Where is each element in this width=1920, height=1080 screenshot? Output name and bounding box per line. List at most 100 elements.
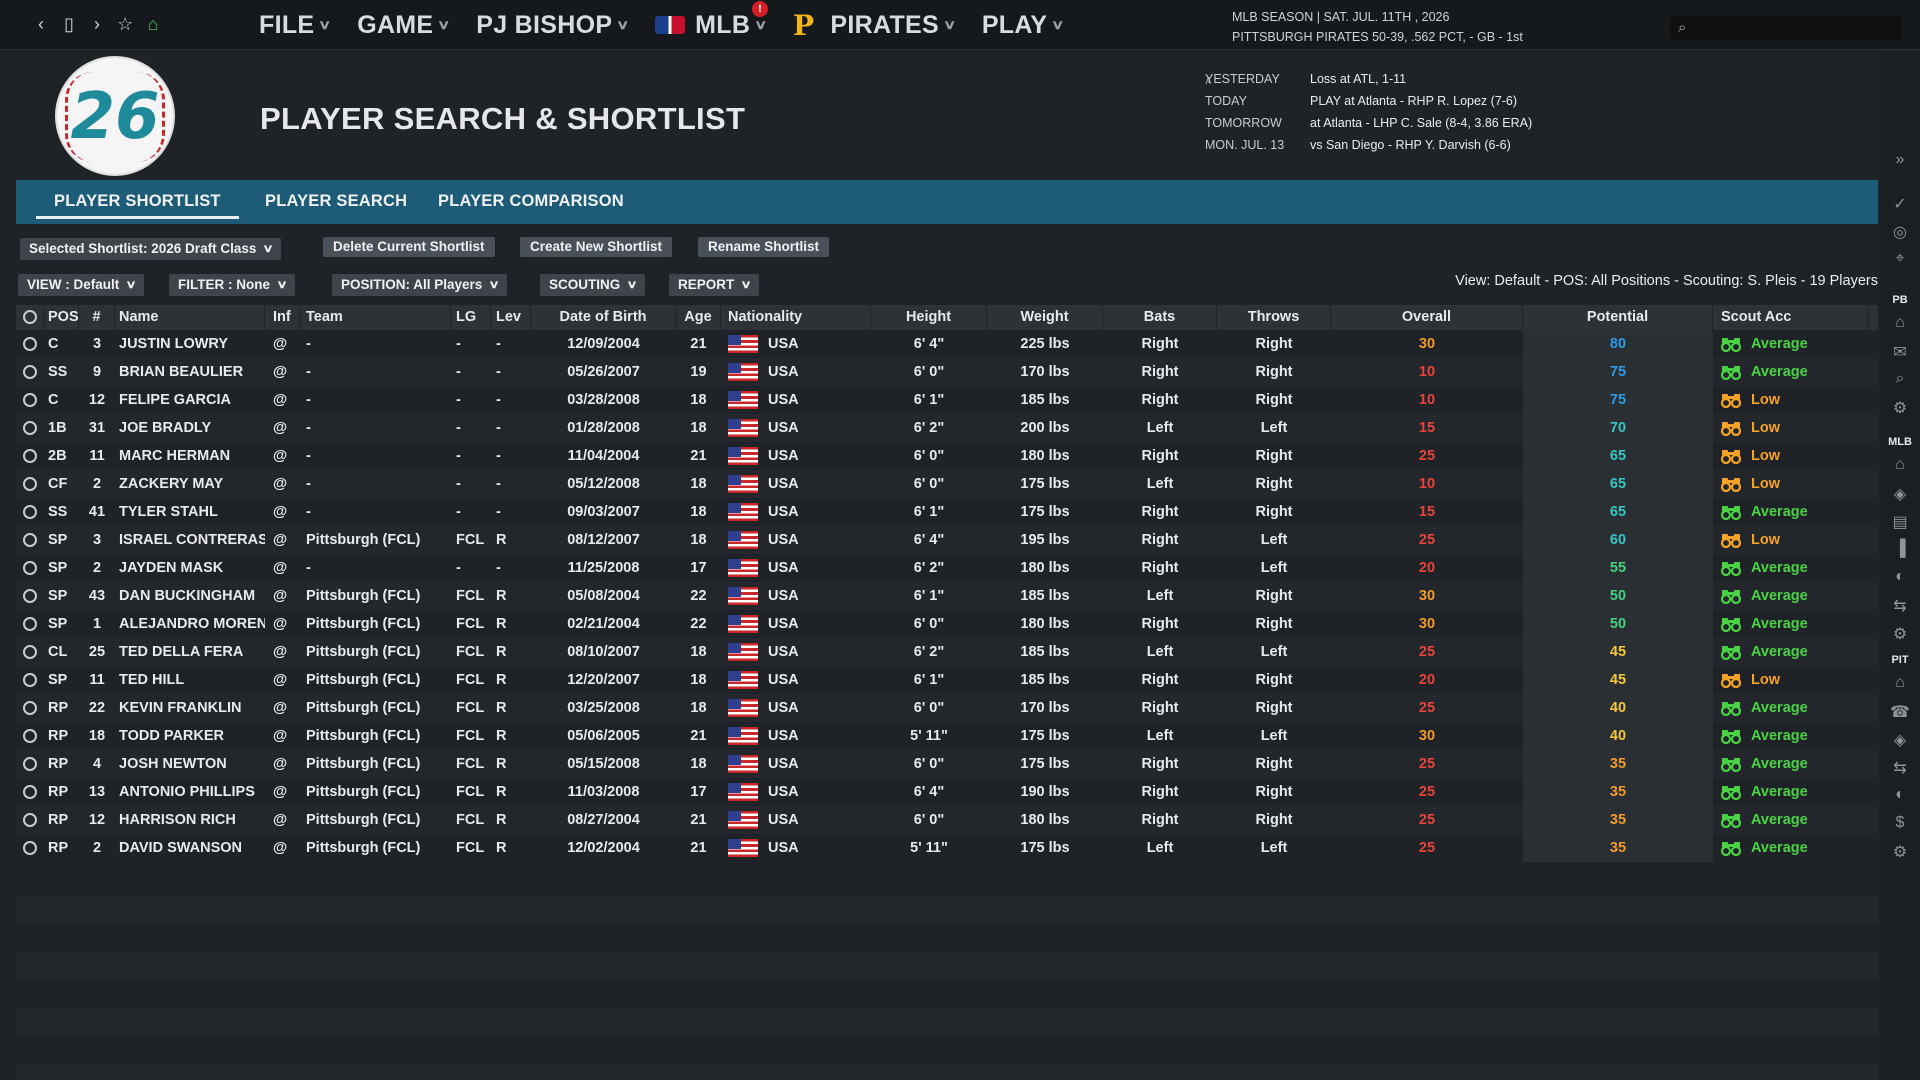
- cell-team[interactable]: Pittsburgh (FCL): [306, 728, 421, 744]
- row-select-radio[interactable]: [16, 778, 44, 806]
- search-input[interactable]: ⌕: [1670, 16, 1902, 40]
- table-row[interactable]: CL 25 TED DELLA FERA @ Pittsburgh (FCL) FCL R 0…: [16, 638, 1878, 666]
- gear-icon[interactable]: ⚙: [1892, 400, 1908, 417]
- cell-name[interactable]: DAN BUCKINGHAM: [119, 588, 256, 604]
- delete-shortlist-button[interactable]: Delete Current Shortlist: [323, 237, 495, 257]
- gear-icon[interactable]: ⚙: [1892, 844, 1908, 861]
- table-row[interactable]: C 3 JUSTIN LOWRY @ - - - 12/09/2004 21 USA 6' 4" 22…: [16, 330, 1878, 358]
- cell-team[interactable]: -: [306, 560, 311, 576]
- view-dropdown[interactable]: VIEW : Default ∨: [18, 274, 145, 296]
- column-header[interactable]: Scout Acc: [1713, 305, 1868, 330]
- menu-pirates[interactable]: P PIRATES ∨: [793, 8, 957, 42]
- row-select-radio[interactable]: [16, 610, 44, 638]
- star-icon[interactable]: ☆: [116, 13, 134, 34]
- column-header[interactable]: Overall: [1331, 305, 1523, 330]
- cell-team[interactable]: Pittsburgh (FCL): [306, 644, 421, 660]
- bookmark-icon[interactable]: ▯: [64, 13, 74, 34]
- column-header[interactable]: Team: [301, 305, 451, 330]
- report-dropdown[interactable]: REPORT ∨: [669, 274, 760, 296]
- column-header[interactable]: Inf: [265, 305, 301, 330]
- cell-team[interactable]: -: [306, 336, 311, 352]
- scouting-dropdown[interactable]: SCOUTING ∨: [540, 274, 646, 296]
- home-icon[interactable]: ⌂: [1895, 314, 1905, 331]
- baseball-icon[interactable]: ◐: [1895, 786, 1905, 803]
- column-header[interactable]: LG: [451, 305, 491, 330]
- table-row[interactable]: RP 18 TODD PARKER @ Pittsburgh (FCL) FCL R 05/0…: [16, 722, 1878, 750]
- cell-name[interactable]: KEVIN FRANKLIN: [119, 700, 242, 716]
- news-icon[interactable]: ▤: [1892, 514, 1908, 531]
- cell-name[interactable]: TED DELLA FERA: [119, 644, 244, 660]
- cell-team[interactable]: Pittsburgh (FCL): [306, 756, 421, 772]
- cell-team[interactable]: Pittsburgh (FCL): [306, 812, 421, 828]
- cell-team[interactable]: Pittsburgh (FCL): [306, 784, 421, 800]
- position-dropdown[interactable]: POSITION: All Players ∨: [332, 274, 508, 296]
- phone-icon[interactable]: ☎: [1890, 704, 1910, 721]
- cell-team[interactable]: -: [306, 420, 311, 436]
- row-select-radio[interactable]: [16, 358, 44, 386]
- column-header[interactable]: Height: [871, 305, 987, 330]
- trade-icon[interactable]: ⇆: [1893, 598, 1907, 615]
- shield-icon[interactable]: ◈: [1893, 486, 1907, 503]
- row-select-radio[interactable]: [16, 582, 44, 610]
- column-header[interactable]: Date of Birth: [531, 305, 676, 330]
- table-row[interactable]: 1B 31 JOE BRADLY @ - - - 01/28/2008 18 USA 6' 2" 20…: [16, 414, 1878, 442]
- table-row[interactable]: RP 12 HARRISON RICH @ Pittsburgh (FCL) FCL R 08…: [16, 806, 1878, 834]
- menu-play[interactable]: PLAY ∨: [981, 10, 1066, 39]
- cell-name[interactable]: ZACKERY MAY: [119, 476, 224, 492]
- row-select-radio[interactable]: [16, 750, 44, 778]
- cell-team[interactable]: -: [306, 448, 311, 464]
- create-shortlist-button[interactable]: Create New Shortlist: [520, 237, 673, 257]
- cell-name[interactable]: TED HILL: [119, 672, 185, 688]
- table-row[interactable]: RP 4 JOSH NEWTON @ Pittsburgh (FCL) FCL R 05/15…: [16, 750, 1878, 778]
- row-select-radio[interactable]: [16, 414, 44, 442]
- cell-name[interactable]: JOSH NEWTON: [119, 756, 227, 772]
- shortlist-select[interactable]: Selected Shortlist: 2026 Draft Class ∨: [20, 238, 282, 260]
- table-row[interactable]: SS 9 BRIAN BEAULIER @ - - - 05/26/2007 19 USA 6' 0…: [16, 358, 1878, 386]
- column-header[interactable]: Age: [676, 305, 721, 330]
- home-icon[interactable]: ⌂: [1895, 674, 1905, 691]
- row-select-radio[interactable]: [16, 806, 44, 834]
- cell-team[interactable]: Pittsburgh (FCL): [306, 532, 421, 548]
- menu-file[interactable]: FILE ∨: [259, 10, 333, 39]
- cell-team[interactable]: -: [306, 392, 311, 408]
- rename-shortlist-button[interactable]: Rename Shortlist: [698, 237, 830, 257]
- table-row[interactable]: SS 41 TYLER STAHL @ - - - 09/03/2007 18 USA 6' 1" 1…: [16, 498, 1878, 526]
- baseball-icon[interactable]: ◐: [1895, 568, 1905, 585]
- table-row[interactable]: 2B 11 MARC HERMAN @ - - - 11/04/2004 21 USA 6' 0" 1…: [16, 442, 1878, 470]
- shield-icon[interactable]: ◈: [1893, 732, 1907, 749]
- cell-team[interactable]: Pittsburgh (FCL): [306, 840, 421, 856]
- row-select-radio[interactable]: [16, 526, 44, 554]
- tab-player-shortlist[interactable]: PLAYER SHORTLIST: [36, 192, 239, 219]
- cell-name[interactable]: TYLER STAHL: [119, 504, 218, 520]
- table-row[interactable]: SP 11 TED HILL @ Pittsburgh (FCL) FCL R 12/20/2…: [16, 666, 1878, 694]
- tab-player-comparison[interactable]: PLAYER COMPARISON: [438, 192, 624, 210]
- search-icon[interactable]: ⌕: [1895, 370, 1905, 387]
- cell-team[interactable]: -: [306, 364, 311, 380]
- cell-name[interactable]: DAVID SWANSON: [119, 840, 242, 856]
- table-row[interactable]: RP 13 ANTONIO PHILLIPS @ Pittsburgh (FCL) FCL…: [16, 778, 1878, 806]
- select-all-radio[interactable]: [16, 305, 44, 330]
- menu-manager[interactable]: PJ BISHOP ∨: [476, 10, 631, 39]
- row-select-radio[interactable]: [16, 386, 44, 414]
- row-select-radio[interactable]: [16, 470, 44, 498]
- cell-name[interactable]: JOE BRADLY: [119, 420, 212, 436]
- cell-team[interactable]: -: [306, 476, 311, 492]
- menu-mlb[interactable]: MLB ∨: [655, 10, 768, 40]
- tab-player-search[interactable]: PLAYER SEARCH: [265, 192, 408, 210]
- cell-name[interactable]: TODD PARKER: [119, 728, 224, 744]
- column-header[interactable]: #: [79, 305, 115, 330]
- column-header[interactable]: Lev: [491, 305, 531, 330]
- row-select-radio[interactable]: [16, 722, 44, 750]
- table-row[interactable]: SP 2 JAYDEN MASK @ - - - 11/25/2008 17 USA 6' 2" 18…: [16, 554, 1878, 582]
- cell-name[interactable]: MARC HERMAN: [119, 448, 231, 464]
- globe-icon[interactable]: ◎: [1893, 224, 1907, 241]
- column-header[interactable]: POS: [44, 305, 79, 330]
- table-row[interactable]: CF 2 ZACKERY MAY @ - - - 05/12/2008 18 USA 6' 0" 17…: [16, 470, 1878, 498]
- table-row[interactable]: SP 43 DAN BUCKINGHAM @ Pittsburgh (FCL) FCL R 0…: [16, 582, 1878, 610]
- mail-icon[interactable]: ✉: [1893, 344, 1907, 361]
- dollar-icon[interactable]: $: [1895, 814, 1905, 831]
- back-icon[interactable]: ‹: [38, 13, 44, 34]
- cell-name[interactable]: FELIPE GARCIA: [119, 392, 231, 408]
- cell-name[interactable]: JUSTIN LOWRY: [119, 336, 229, 352]
- cell-name[interactable]: ANTONIO PHILLIPS: [119, 784, 255, 800]
